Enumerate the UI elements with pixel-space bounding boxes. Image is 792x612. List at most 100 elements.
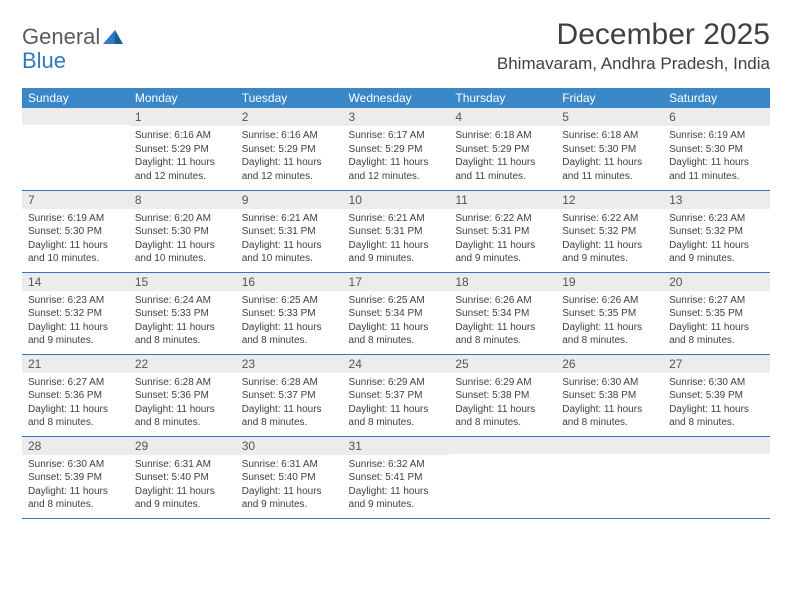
sunrise-text: Sunrise: 6:18 AM (562, 129, 657, 143)
day-number: 16 (236, 273, 343, 291)
calendar-cell: 15Sunrise: 6:24 AMSunset: 5:33 PMDayligh… (129, 272, 236, 354)
calendar-cell: 26Sunrise: 6:30 AMSunset: 5:38 PMDayligh… (556, 354, 663, 436)
day-details: Sunrise: 6:19 AMSunset: 5:30 PMDaylight:… (663, 126, 770, 189)
daylight-text: Daylight: 11 hours and 11 minutes. (562, 156, 657, 183)
day-number: 9 (236, 191, 343, 209)
day-number: 18 (449, 273, 556, 291)
daylight-text: Daylight: 11 hours and 10 minutes. (28, 239, 123, 266)
sunrise-text: Sunrise: 6:31 AM (135, 458, 230, 472)
sunrise-text: Sunrise: 6:24 AM (135, 294, 230, 308)
day-details: Sunrise: 6:20 AMSunset: 5:30 PMDaylight:… (129, 209, 236, 272)
calendar-week-row: 14Sunrise: 6:23 AMSunset: 5:32 PMDayligh… (22, 272, 770, 354)
calendar-cell (22, 108, 129, 190)
sunset-text: Sunset: 5:31 PM (349, 225, 444, 239)
day-details: Sunrise: 6:19 AMSunset: 5:30 PMDaylight:… (22, 209, 129, 272)
sunset-text: Sunset: 5:36 PM (135, 389, 230, 403)
day-number (22, 108, 129, 125)
sunrise-text: Sunrise: 6:29 AM (455, 376, 550, 390)
sunrise-text: Sunrise: 6:25 AM (242, 294, 337, 308)
day-number: 13 (663, 191, 770, 209)
sunrise-text: Sunrise: 6:27 AM (669, 294, 764, 308)
sunrise-text: Sunrise: 6:27 AM (28, 376, 123, 390)
calendar-cell (449, 436, 556, 518)
daylight-text: Daylight: 11 hours and 9 minutes. (135, 485, 230, 512)
sunset-text: Sunset: 5:37 PM (242, 389, 337, 403)
sunset-text: Sunset: 5:31 PM (242, 225, 337, 239)
sunrise-text: Sunrise: 6:29 AM (349, 376, 444, 390)
sunset-text: Sunset: 5:34 PM (349, 307, 444, 321)
sunset-text: Sunset: 5:39 PM (28, 471, 123, 485)
sunrise-text: Sunrise: 6:19 AM (28, 212, 123, 226)
calendar-cell: 22Sunrise: 6:28 AMSunset: 5:36 PMDayligh… (129, 354, 236, 436)
day-details: Sunrise: 6:18 AMSunset: 5:30 PMDaylight:… (556, 126, 663, 189)
calendar-cell: 3Sunrise: 6:17 AMSunset: 5:29 PMDaylight… (343, 108, 450, 190)
sunrise-text: Sunrise: 6:26 AM (562, 294, 657, 308)
day-number: 23 (236, 355, 343, 373)
calendar-cell (663, 436, 770, 518)
day-number: 30 (236, 437, 343, 455)
daylight-text: Daylight: 11 hours and 9 minutes. (669, 239, 764, 266)
location: Bhimavaram, Andhra Pradesh, India (497, 54, 770, 74)
daylight-text: Daylight: 11 hours and 9 minutes. (28, 321, 123, 348)
day-number: 10 (343, 191, 450, 209)
sunset-text: Sunset: 5:33 PM (242, 307, 337, 321)
sunset-text: Sunset: 5:38 PM (562, 389, 657, 403)
calendar-cell: 16Sunrise: 6:25 AMSunset: 5:33 PMDayligh… (236, 272, 343, 354)
day-details: Sunrise: 6:17 AMSunset: 5:29 PMDaylight:… (343, 126, 450, 189)
calendar-week-row: 7Sunrise: 6:19 AMSunset: 5:30 PMDaylight… (22, 190, 770, 272)
logo: General (22, 18, 123, 50)
sunrise-text: Sunrise: 6:22 AM (562, 212, 657, 226)
calendar-cell: 6Sunrise: 6:19 AMSunset: 5:30 PMDaylight… (663, 108, 770, 190)
sunrise-text: Sunrise: 6:28 AM (135, 376, 230, 390)
day-number: 28 (22, 437, 129, 455)
col-friday: Friday (556, 88, 663, 108)
day-number: 11 (449, 191, 556, 209)
daylight-text: Daylight: 11 hours and 9 minutes. (242, 485, 337, 512)
sunrise-text: Sunrise: 6:16 AM (242, 129, 337, 143)
daylight-text: Daylight: 11 hours and 11 minutes. (455, 156, 550, 183)
day-details: Sunrise: 6:22 AMSunset: 5:32 PMDaylight:… (556, 209, 663, 272)
col-saturday: Saturday (663, 88, 770, 108)
day-details: Sunrise: 6:29 AMSunset: 5:38 PMDaylight:… (449, 373, 556, 436)
day-details: Sunrise: 6:30 AMSunset: 5:39 PMDaylight:… (22, 455, 129, 518)
calendar-cell: 1Sunrise: 6:16 AMSunset: 5:29 PMDaylight… (129, 108, 236, 190)
sunrise-text: Sunrise: 6:20 AM (135, 212, 230, 226)
sunrise-text: Sunrise: 6:31 AM (242, 458, 337, 472)
daylight-text: Daylight: 11 hours and 9 minutes. (349, 485, 444, 512)
calendar-cell (556, 436, 663, 518)
sunrise-text: Sunrise: 6:19 AM (669, 129, 764, 143)
sunset-text: Sunset: 5:29 PM (242, 143, 337, 157)
day-details: Sunrise: 6:30 AMSunset: 5:39 PMDaylight:… (663, 373, 770, 436)
col-wednesday: Wednesday (343, 88, 450, 108)
calendar-cell: 5Sunrise: 6:18 AMSunset: 5:30 PMDaylight… (556, 108, 663, 190)
day-number: 24 (343, 355, 450, 373)
calendar-cell: 14Sunrise: 6:23 AMSunset: 5:32 PMDayligh… (22, 272, 129, 354)
calendar-cell: 17Sunrise: 6:25 AMSunset: 5:34 PMDayligh… (343, 272, 450, 354)
daylight-text: Daylight: 11 hours and 8 minutes. (349, 321, 444, 348)
daylight-text: Daylight: 11 hours and 9 minutes. (349, 239, 444, 266)
logo-word-general: General (22, 24, 100, 50)
day-details: Sunrise: 6:21 AMSunset: 5:31 PMDaylight:… (236, 209, 343, 272)
daylight-text: Daylight: 11 hours and 8 minutes. (669, 321, 764, 348)
day-details: Sunrise: 6:23 AMSunset: 5:32 PMDaylight:… (663, 209, 770, 272)
day-details: Sunrise: 6:21 AMSunset: 5:31 PMDaylight:… (343, 209, 450, 272)
daylight-text: Daylight: 11 hours and 11 minutes. (669, 156, 764, 183)
calendar-cell: 27Sunrise: 6:30 AMSunset: 5:39 PMDayligh… (663, 354, 770, 436)
day-details: Sunrise: 6:23 AMSunset: 5:32 PMDaylight:… (22, 291, 129, 354)
daylight-text: Daylight: 11 hours and 8 minutes. (242, 403, 337, 430)
sunset-text: Sunset: 5:38 PM (455, 389, 550, 403)
daylight-text: Daylight: 11 hours and 8 minutes. (135, 321, 230, 348)
day-number: 26 (556, 355, 663, 373)
day-number: 20 (663, 273, 770, 291)
calendar-week-row: 21 Sunrise: 6:27 AM Sunset: 5:36 PM Dayligh… (22, 354, 770, 436)
sunrise-text: Sunrise: 6:23 AM (28, 294, 123, 308)
day-number: 19 (556, 273, 663, 291)
sunrise-text: Sunrise: 6:30 AM (28, 458, 123, 472)
daylight-text: Daylight: 11 hours and 8 minutes. (669, 403, 764, 430)
day-number: 21 (22, 355, 129, 373)
calendar-cell: 18Sunrise: 6:26 AMSunset: 5:34 PMDayligh… (449, 272, 556, 354)
day-number: 8 (129, 191, 236, 209)
calendar-cell: 23Sunrise: 6:28 AMSunset: 5:37 PMDayligh… (236, 354, 343, 436)
daylight-text: Daylight: 11 hours and 12 minutes. (349, 156, 444, 183)
calendar-cell: 29Sunrise: 6:31 AMSunset: 5:40 PMDayligh… (129, 436, 236, 518)
